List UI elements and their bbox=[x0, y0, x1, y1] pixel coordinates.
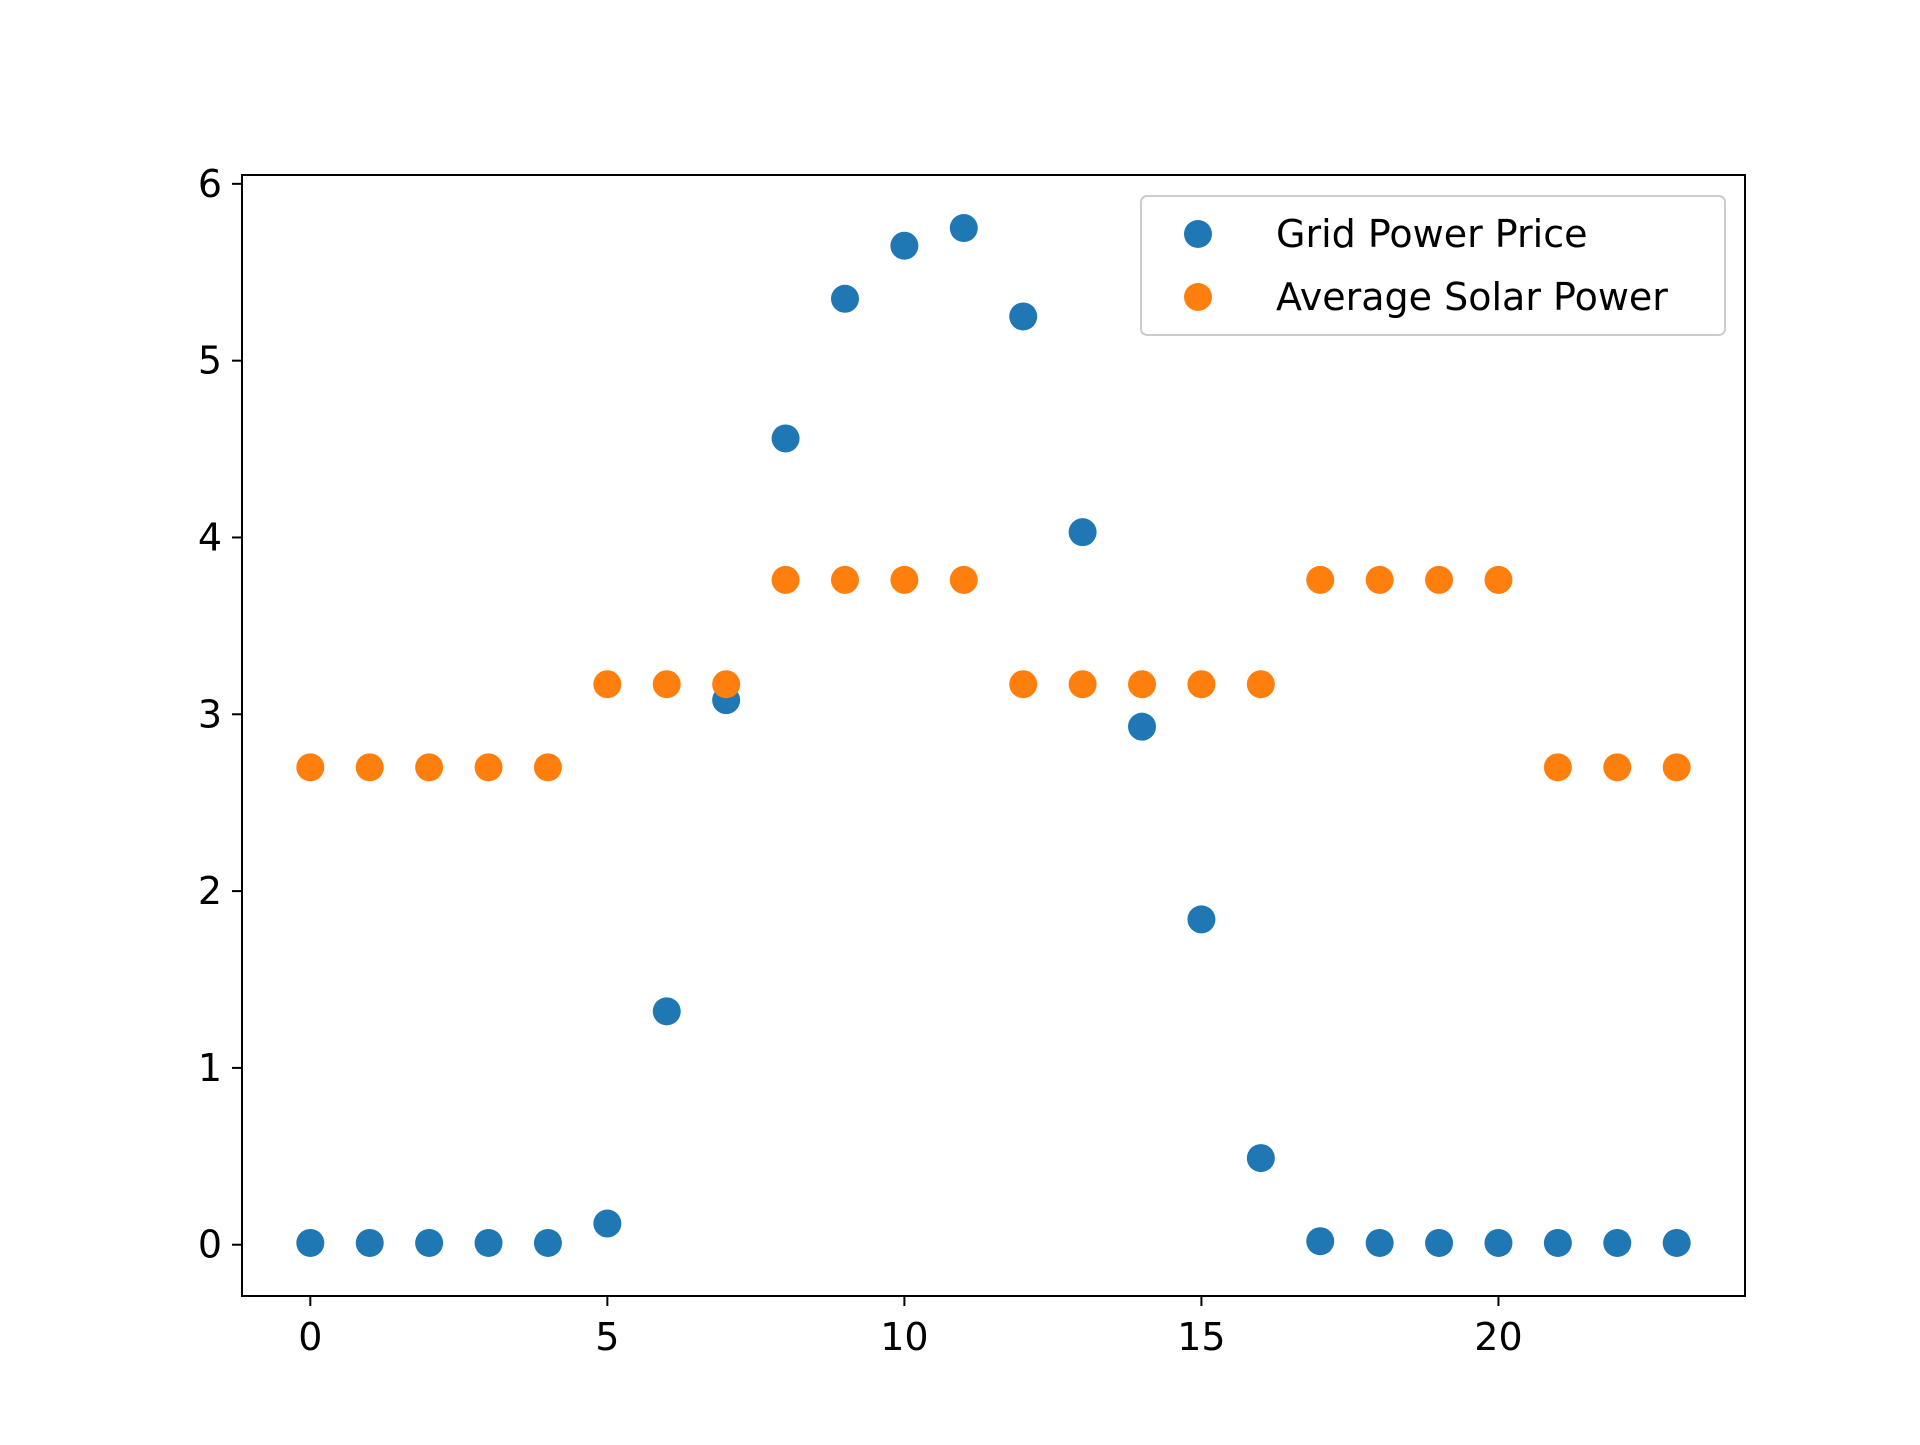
y-tick-label: 3 bbox=[198, 692, 222, 736]
x-axis: 0 5 10 15 20 bbox=[298, 1296, 1523, 1359]
data-point bbox=[890, 565, 919, 594]
data-point bbox=[1662, 753, 1691, 782]
legend-label-average-solar-power: Average Solar Power bbox=[1276, 275, 1668, 319]
legend: Grid Power Price Average Solar Power bbox=[1140, 195, 1726, 336]
data-point bbox=[593, 1209, 622, 1238]
data-point bbox=[1662, 1228, 1691, 1257]
data-point bbox=[1009, 670, 1038, 699]
data-point bbox=[355, 1228, 384, 1257]
data-point bbox=[1425, 565, 1454, 594]
legend-label-grid-power-price: Grid Power Price bbox=[1276, 212, 1588, 256]
data-point bbox=[1603, 753, 1632, 782]
data-point bbox=[1009, 302, 1038, 331]
legend-marker-average-solar-power bbox=[1184, 283, 1212, 311]
y-tick-label: 2 bbox=[198, 869, 222, 913]
data-point bbox=[1068, 670, 1097, 699]
data-point bbox=[533, 1228, 562, 1257]
data-point bbox=[1484, 565, 1513, 594]
y-tick-label: 5 bbox=[198, 339, 222, 383]
data-point bbox=[771, 424, 800, 453]
data-point bbox=[415, 1228, 444, 1257]
data-point bbox=[1128, 670, 1157, 699]
data-point bbox=[1187, 670, 1216, 699]
data-point bbox=[652, 670, 681, 699]
data-point bbox=[1187, 905, 1216, 934]
data-point bbox=[415, 753, 444, 782]
data-point bbox=[474, 753, 503, 782]
x-tick-label: 0 bbox=[298, 1315, 322, 1359]
data-point bbox=[1246, 670, 1275, 699]
data-point bbox=[1484, 1228, 1513, 1257]
data-point bbox=[1128, 712, 1157, 741]
data-point bbox=[1246, 1144, 1275, 1173]
data-point bbox=[296, 1228, 325, 1257]
y-tick-label: 4 bbox=[198, 515, 222, 559]
data-point bbox=[1603, 1228, 1632, 1257]
data-point bbox=[771, 565, 800, 594]
plot-area bbox=[242, 175, 1745, 1296]
x-tick-label: 20 bbox=[1474, 1315, 1522, 1359]
data-point bbox=[474, 1228, 503, 1257]
data-point bbox=[949, 565, 978, 594]
data-point bbox=[1306, 565, 1335, 594]
x-tick-label: 5 bbox=[595, 1315, 619, 1359]
data-point bbox=[533, 753, 562, 782]
data-point bbox=[830, 284, 859, 313]
data-point bbox=[890, 231, 919, 260]
data-point bbox=[1365, 1228, 1394, 1257]
data-point bbox=[1543, 1228, 1572, 1257]
data-point bbox=[1365, 565, 1394, 594]
data-point bbox=[1306, 1227, 1335, 1256]
data-point bbox=[1425, 1228, 1454, 1257]
data-point bbox=[355, 753, 384, 782]
y-axis: 0 1 2 3 4 5 6 bbox=[198, 162, 242, 1267]
legend-box bbox=[1140, 195, 1726, 336]
y-tick-label: 1 bbox=[198, 1046, 222, 1090]
x-tick-label: 15 bbox=[1177, 1315, 1225, 1359]
data-point bbox=[593, 670, 622, 699]
data-point bbox=[652, 997, 681, 1026]
series-1 bbox=[296, 565, 1691, 782]
data-point bbox=[949, 214, 978, 243]
x-tick-label: 10 bbox=[880, 1315, 928, 1359]
y-tick-label: 6 bbox=[198, 162, 222, 206]
plot-frame bbox=[241, 174, 1746, 1297]
legend-marker-grid-power-price bbox=[1184, 220, 1212, 248]
series-layer bbox=[296, 214, 1691, 1257]
data-point bbox=[296, 753, 325, 782]
data-point bbox=[830, 565, 859, 594]
y-tick-label: 0 bbox=[198, 1223, 222, 1267]
data-point bbox=[1068, 518, 1097, 547]
data-point bbox=[712, 670, 741, 699]
data-point bbox=[1543, 753, 1572, 782]
